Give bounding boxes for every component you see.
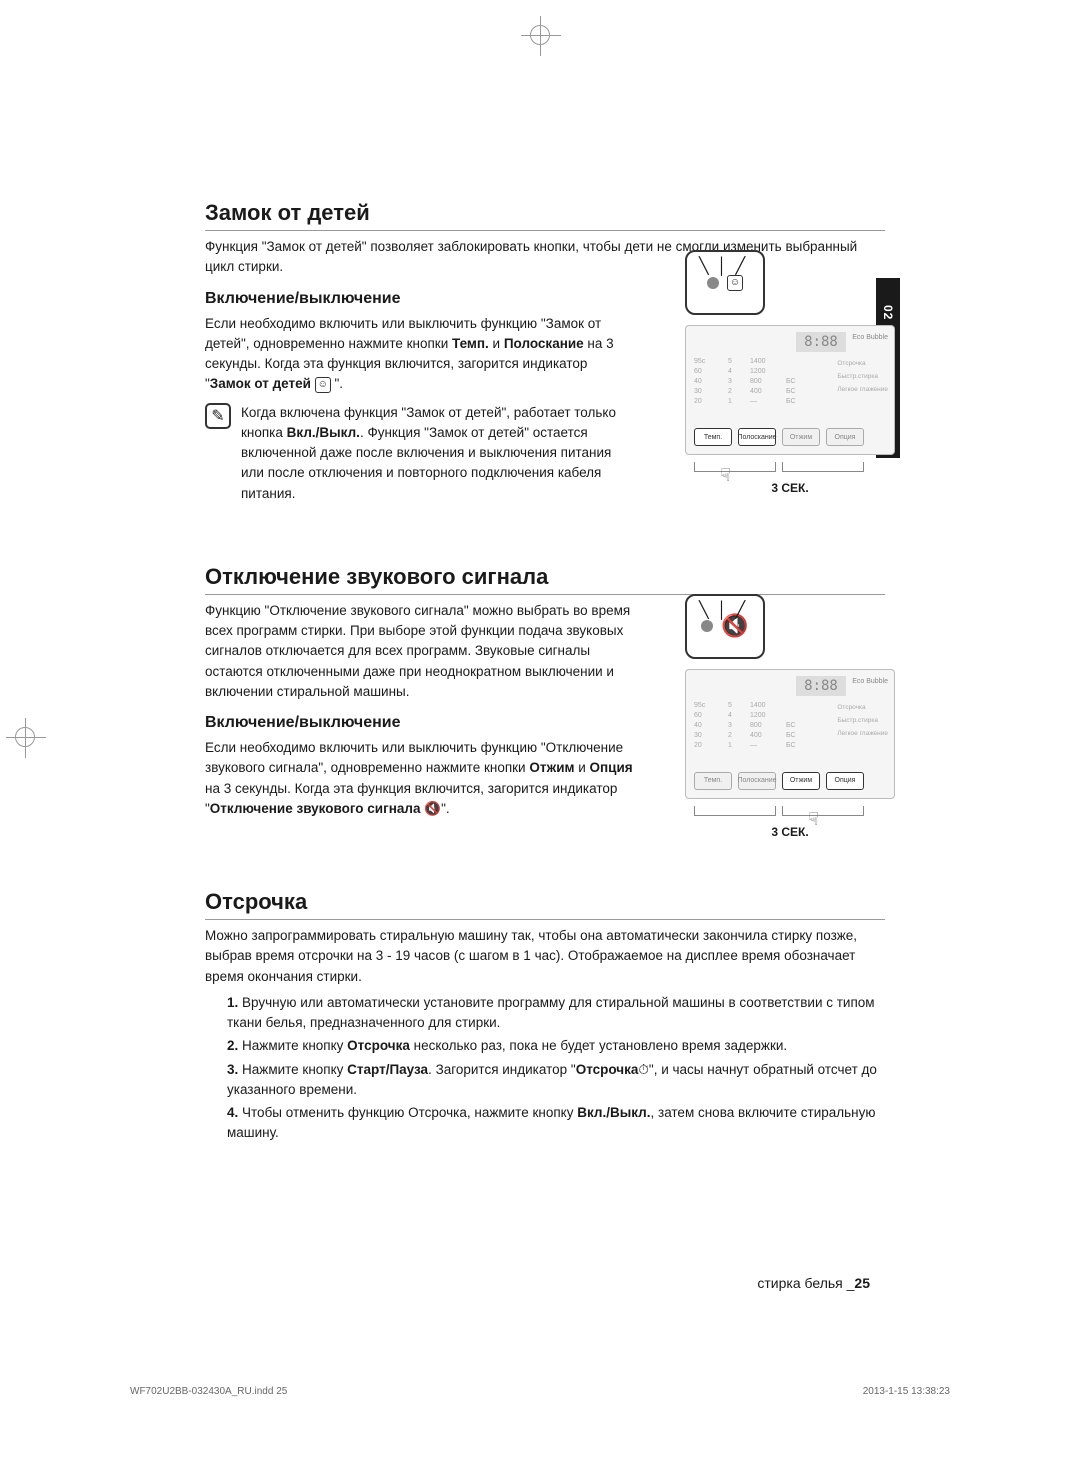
intro-text-3: Можно запрограммировать стиральную машин… [205, 926, 885, 987]
section-delay: Отсрочка Можно запрограммировать стираль… [205, 889, 885, 1144]
option-button: Опция [826, 428, 864, 446]
spin-button: Отжим [782, 428, 820, 446]
option-button: Опция [826, 772, 864, 790]
note-icon: ✎ [205, 403, 231, 429]
subheading-toggle-2: Включение/выключение [205, 714, 635, 732]
rays-icon: ╲ │ ╱ [699, 600, 747, 620]
list-item: 3. Нажмите кнопку Старт/Пауза. Загорится… [227, 1060, 885, 1101]
control-panel-1: ╲ │ ╱ ☺ 8:88 Eco Bubble 95c51400 6041200… [685, 250, 895, 495]
steps-list: 1. Вручную или автоматически установите … [205, 993, 885, 1144]
sec-label: 3 СЕК. [685, 481, 895, 495]
page-content: Замок от детей Функция "Замок от детей" … [205, 200, 885, 1184]
subheading-toggle: Включение/выключение [205, 290, 635, 308]
mute-icon: 🔇 [424, 801, 441, 816]
temp-button: Темп. [694, 772, 732, 790]
panel-display: 8:88 [796, 332, 846, 352]
crop-mark-top [510, 0, 570, 50]
sec-label-2: 3 СЕК. [685, 825, 895, 839]
list-item: 2. Нажмите кнопку Отсрочка несколько раз… [227, 1036, 885, 1056]
heading-sound-off: Отключение звукового сигнала [205, 564, 885, 595]
section-child-lock: Замок от детей Функция "Замок от детей" … [205, 200, 885, 504]
panel-mock-2: 8:88 Eco Bubble 95c51400 6041200 403800Б… [685, 669, 895, 799]
lock-icon: ☺ [727, 275, 743, 291]
callout-box-2: ╲ │ ╱ 🔇 [685, 594, 765, 659]
note-text: Когда включена функция "Замок от детей",… [241, 403, 635, 504]
toggle-text: Если необходимо включить или выключить ф… [205, 314, 635, 395]
toggle-text-2: Если необходимо включить или выключить ф… [205, 738, 635, 819]
lock-icon: ☺ [315, 377, 331, 393]
temp-button: Темп. [694, 428, 732, 446]
eco-label: Eco Bubble [852, 334, 888, 341]
list-item: 1. Вручную или автоматически установите … [227, 993, 885, 1034]
note-row: ✎ Когда включена функция "Замок от детей… [205, 403, 635, 504]
heading-child-lock: Замок от детей [205, 200, 885, 231]
rinse-button: Полоскание [738, 428, 776, 446]
rays-icon: ╲ │ ╱ [699, 256, 747, 276]
spin-button: Отжим [782, 772, 820, 790]
panel-display: 8:88 [796, 676, 846, 696]
eco-label: Eco Bubble [852, 678, 888, 685]
footer-page: стирка белья _25 [757, 1275, 870, 1291]
footer-file: WF702U2BB-032430A_RU.indd 25 [130, 1386, 287, 1397]
rinse-button: Полоскание [738, 772, 776, 790]
panel-mock: 8:88 Eco Bubble 95c51400 6041200 403800Б… [685, 325, 895, 455]
intro-text-2: Функцию "Отключение звукового сигнала" м… [205, 601, 635, 702]
section-sound-off: Отключение звукового сигнала Функцию "От… [205, 564, 885, 819]
footer-timestamp: 2013-1-15 13:38:23 [863, 1386, 950, 1397]
control-panel-2: ╲ │ ╱ 🔇 8:88 Eco Bubble 95c51400 6041200… [685, 594, 895, 839]
clock-icon: ⏱ [638, 1062, 649, 1077]
crop-mark-left [0, 707, 50, 767]
hand-icon: ☟ [720, 465, 731, 486]
list-item: 4. Чтобы отменить функцию Отсрочка, нажм… [227, 1103, 885, 1144]
heading-delay: Отсрочка [205, 889, 885, 920]
callout-box: ╲ │ ╱ ☺ [685, 250, 765, 315]
hand-icon: ☟ [808, 809, 819, 830]
